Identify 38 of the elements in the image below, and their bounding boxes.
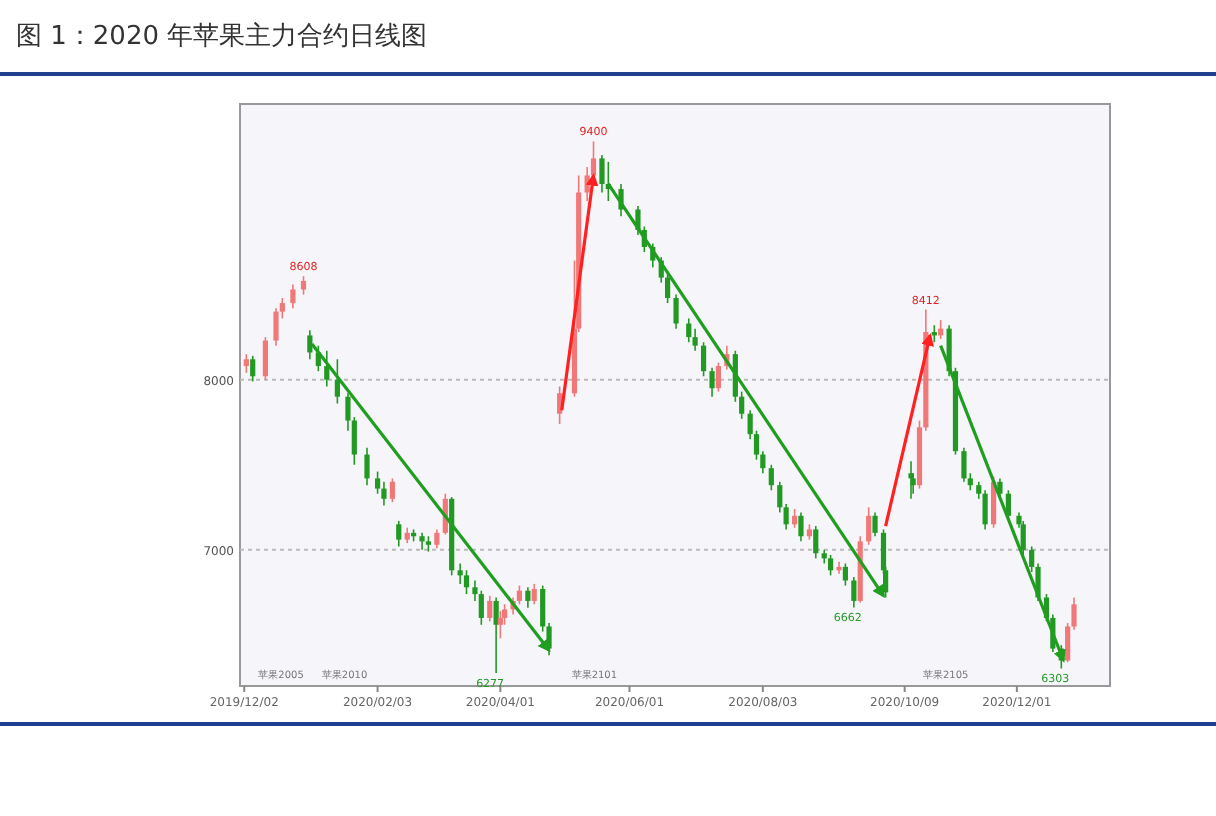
chart-title: 图 1：2020 年苹果主力合约日线图 bbox=[16, 20, 428, 52]
candlestick bbox=[324, 349, 330, 388]
candlestick bbox=[961, 446, 967, 483]
candlestick bbox=[700, 341, 707, 378]
candlestick bbox=[262, 336, 268, 381]
candlestick bbox=[389, 477, 396, 504]
candlestick bbox=[836, 560, 842, 575]
candlestick bbox=[599, 154, 605, 194]
candlestick bbox=[531, 583, 537, 606]
candlestick bbox=[768, 463, 774, 492]
candlestick bbox=[792, 508, 798, 529]
candlestick bbox=[463, 569, 470, 595]
candlestick bbox=[381, 480, 387, 507]
candlestick bbox=[290, 283, 296, 310]
candlestick bbox=[673, 293, 679, 330]
candlestick bbox=[434, 528, 440, 549]
candlestick bbox=[300, 275, 307, 296]
candlestick bbox=[866, 506, 872, 546]
candlestick bbox=[842, 562, 848, 587]
candlestick bbox=[982, 489, 988, 531]
candlestick bbox=[525, 586, 531, 609]
candlestick bbox=[715, 361, 721, 393]
candlestick bbox=[1020, 520, 1026, 556]
candlestick bbox=[872, 511, 878, 538]
candlestick bbox=[243, 353, 249, 374]
candlestick bbox=[851, 576, 857, 609]
candlestick bbox=[307, 329, 313, 361]
candlestick bbox=[827, 554, 834, 577]
candlestick bbox=[497, 610, 503, 640]
candlestick bbox=[798, 511, 804, 543]
candlestick bbox=[250, 355, 256, 383]
candlestick bbox=[686, 317, 692, 344]
candlestick bbox=[709, 366, 715, 398]
candlestick bbox=[396, 520, 402, 548]
candlestick bbox=[364, 446, 370, 486]
candlestick bbox=[813, 525, 819, 560]
candlestick bbox=[487, 595, 493, 623]
candlestick bbox=[493, 596, 499, 674]
